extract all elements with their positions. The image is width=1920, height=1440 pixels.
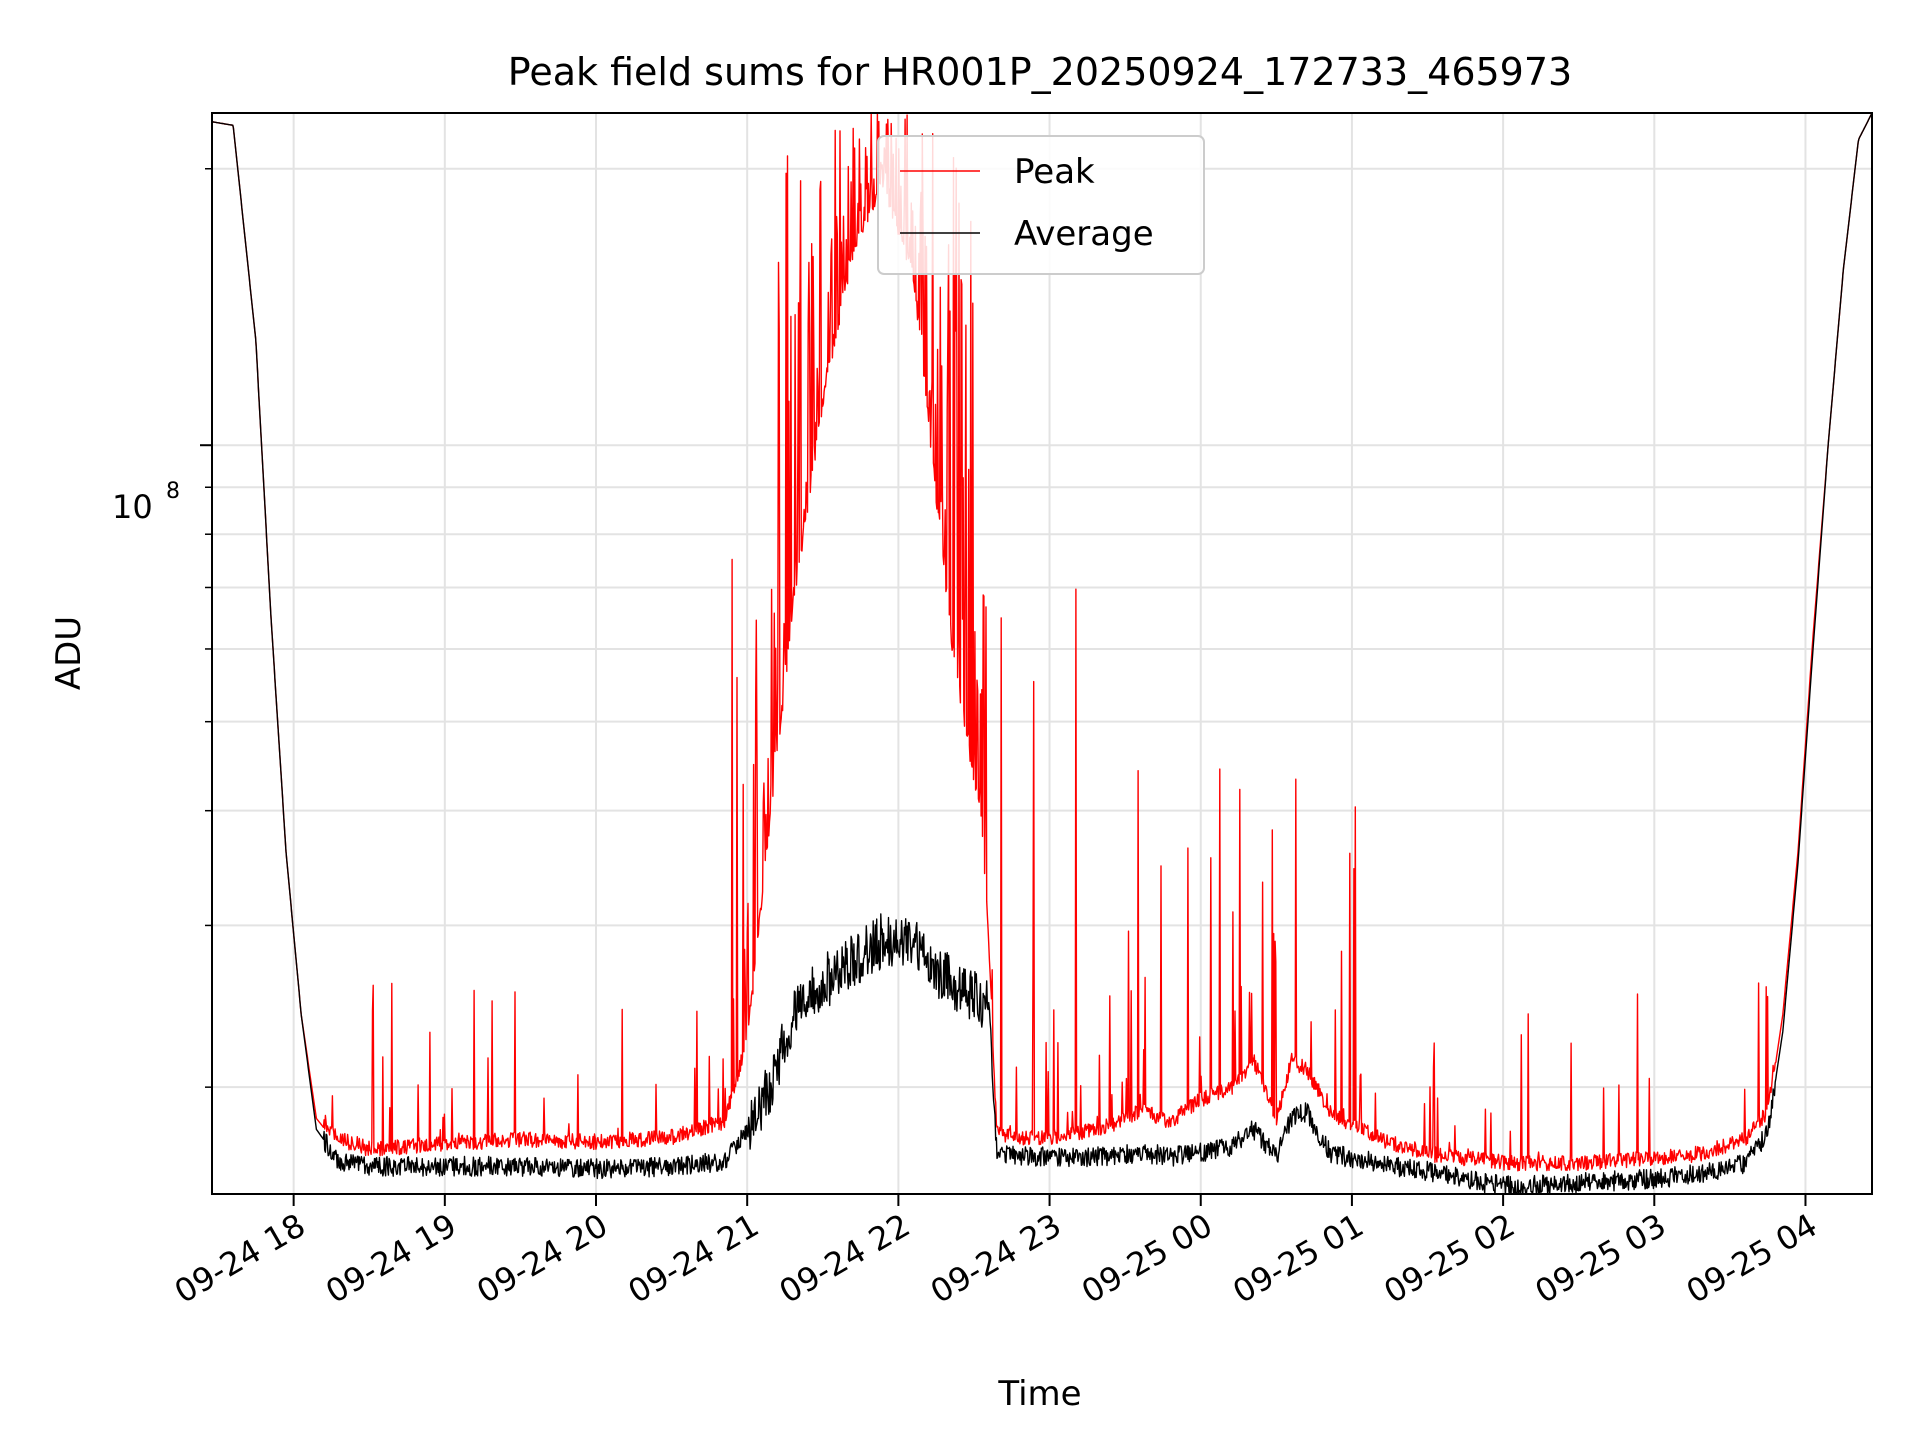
series-peak-line xyxy=(212,113,1872,1172)
y-axis-label: ADU xyxy=(49,616,89,690)
x-axis-label: Time xyxy=(997,1374,1081,1414)
series-layer xyxy=(212,113,1872,1194)
plot-frame xyxy=(211,112,1873,1195)
legend-average-label: Average xyxy=(1014,214,1154,254)
series-average-line xyxy=(212,113,1872,1194)
y-tick-base: 10 xyxy=(112,488,153,526)
y-tick-exponent: 8 xyxy=(166,479,180,504)
grid xyxy=(212,113,1872,1194)
legend-peak-label: Peak xyxy=(1014,152,1095,192)
chart-title: Peak field sums for HR001P_20250924_1727… xyxy=(508,50,1572,94)
legend: Peak Average xyxy=(877,135,1205,275)
y-major-tick-label: 10 8 xyxy=(112,479,180,526)
